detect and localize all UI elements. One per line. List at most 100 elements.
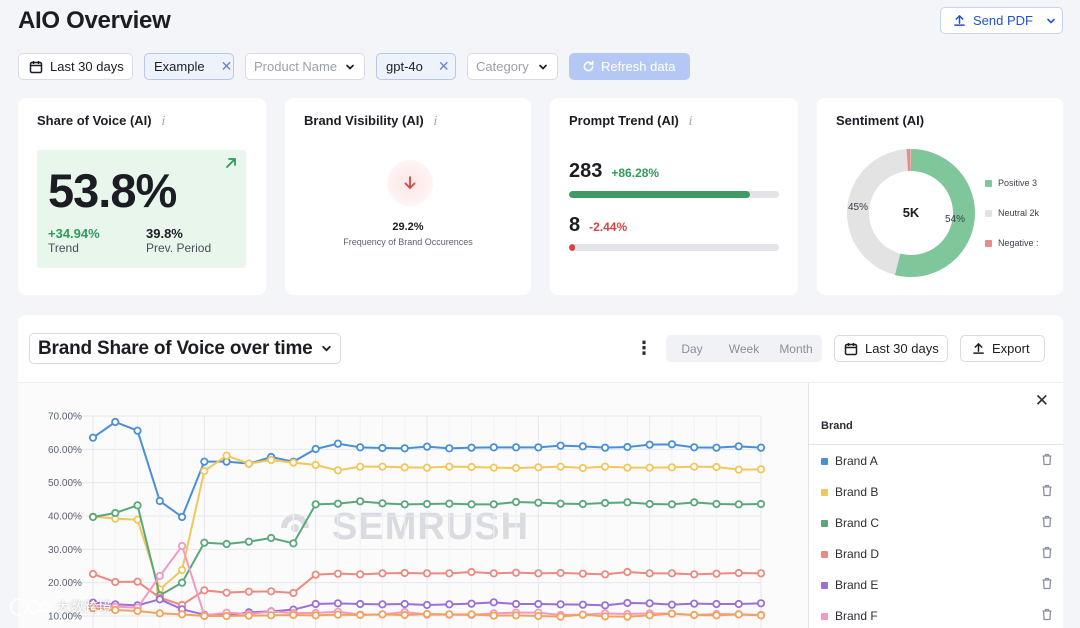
category-select[interactable]: Category — [467, 53, 558, 80]
brand-row[interactable]: Brand E — [821, 575, 1053, 595]
data-point[interactable] — [400, 599, 409, 609]
data-point[interactable] — [267, 611, 276, 620]
data-point[interactable] — [400, 568, 409, 578]
data-point[interactable] — [467, 567, 476, 577]
data-point[interactable] — [645, 463, 654, 472]
brand-row[interactable]: Brand F — [821, 606, 1053, 626]
data-point[interactable] — [356, 599, 365, 609]
info-icon[interactable]: i — [161, 113, 166, 128]
data-point[interactable] — [756, 443, 766, 452]
data-point[interactable] — [556, 612, 565, 621]
data-point[interactable] — [289, 458, 298, 467]
data-point[interactable] — [378, 610, 387, 619]
data-point[interactable] — [712, 443, 721, 452]
data-point[interactable] — [667, 609, 677, 618]
data-point[interactable] — [601, 601, 610, 610]
data-point[interactable] — [756, 569, 766, 578]
data-point[interactable] — [534, 599, 543, 609]
trash-icon[interactable] — [1041, 546, 1053, 562]
data-point[interactable] — [155, 609, 164, 618]
data-point[interactable] — [111, 417, 120, 427]
data-point[interactable] — [422, 600, 432, 610]
product-name-select[interactable]: Product Name — [245, 53, 365, 80]
data-point[interactable] — [222, 588, 231, 597]
data-point[interactable] — [489, 611, 498, 620]
data-point[interactable] — [422, 609, 432, 619]
data-point[interactable] — [667, 600, 677, 609]
data-point[interactable] — [511, 611, 521, 620]
model-chip[interactable]: gpt-4o ✕ — [376, 53, 456, 80]
refresh-data-button[interactable]: Refresh data — [569, 53, 690, 80]
data-point[interactable] — [177, 541, 187, 551]
data-point[interactable] — [356, 497, 365, 506]
data-point[interactable] — [623, 612, 632, 621]
trash-icon[interactable] — [1041, 577, 1053, 593]
data-point[interactable] — [155, 595, 164, 604]
data-point[interactable] — [333, 610, 343, 619]
data-point[interactable] — [534, 498, 543, 507]
data-point[interactable] — [578, 610, 587, 619]
data-point[interactable] — [667, 463, 677, 472]
data-point[interactable] — [378, 600, 387, 609]
close-icon[interactable]: ✕ — [1034, 391, 1049, 410]
data-point[interactable] — [734, 500, 743, 509]
data-point[interactable] — [511, 568, 521, 577]
data-point[interactable] — [111, 577, 120, 587]
data-point[interactable] — [200, 586, 209, 595]
data-point[interactable] — [155, 496, 164, 506]
brand-row[interactable]: Brand C — [821, 513, 1053, 533]
data-point[interactable] — [289, 539, 298, 548]
trash-icon[interactable] — [1041, 453, 1053, 469]
data-point[interactable] — [378, 462, 387, 471]
data-point[interactable] — [200, 457, 209, 466]
data-point[interactable] — [511, 497, 521, 507]
export-button[interactable]: Export — [960, 335, 1045, 362]
data-point[interactable] — [467, 500, 476, 509]
data-point[interactable] — [690, 443, 699, 452]
data-point[interactable] — [267, 455, 276, 465]
data-point[interactable] — [267, 533, 276, 543]
data-point[interactable] — [578, 442, 587, 451]
data-point[interactable] — [712, 499, 721, 509]
data-point[interactable] — [311, 460, 320, 470]
send-pdf-button[interactable]: Send PDF — [940, 7, 1063, 34]
data-point[interactable] — [645, 499, 654, 509]
data-point[interactable] — [222, 451, 231, 460]
data-point[interactable] — [489, 443, 498, 452]
data-point[interactable] — [734, 610, 743, 619]
data-point[interactable] — [311, 599, 320, 609]
data-point[interactable] — [356, 570, 365, 579]
data-point[interactable] — [556, 568, 565, 578]
panel-date-range[interactable]: Last 30 days — [834, 335, 948, 362]
data-point[interactable] — [378, 443, 387, 453]
date-range-filter[interactable]: Last 30 days — [18, 53, 133, 80]
data-point[interactable] — [333, 569, 343, 578]
data-point[interactable] — [601, 443, 610, 452]
data-point[interactable] — [467, 443, 476, 452]
data-point[interactable] — [645, 611, 654, 620]
data-point[interactable] — [667, 569, 677, 578]
data-point[interactable] — [667, 500, 677, 509]
data-point[interactable] — [244, 587, 253, 596]
data-point[interactable] — [311, 570, 320, 579]
data-point[interactable] — [511, 599, 521, 609]
data-point[interactable] — [445, 444, 454, 453]
data-point[interactable] — [601, 612, 610, 621]
data-point[interactable] — [623, 442, 632, 452]
data-point[interactable] — [756, 499, 766, 509]
data-point[interactable] — [645, 569, 654, 578]
data-point[interactable] — [177, 512, 187, 522]
data-point[interactable] — [623, 498, 632, 507]
data-point[interactable] — [534, 463, 543, 472]
data-point[interactable] — [222, 539, 231, 549]
data-point[interactable] — [712, 569, 721, 578]
data-point[interactable] — [333, 439, 343, 448]
close-icon[interactable]: ✕ — [437, 58, 450, 74]
data-point[interactable] — [556, 462, 565, 471]
data-point[interactable] — [690, 462, 699, 471]
data-point[interactable] — [734, 599, 743, 609]
data-point[interactable] — [111, 605, 120, 615]
more-options-icon[interactable]: ⋮ — [635, 338, 653, 358]
data-point[interactable] — [200, 466, 209, 476]
data-point[interactable] — [289, 588, 298, 598]
